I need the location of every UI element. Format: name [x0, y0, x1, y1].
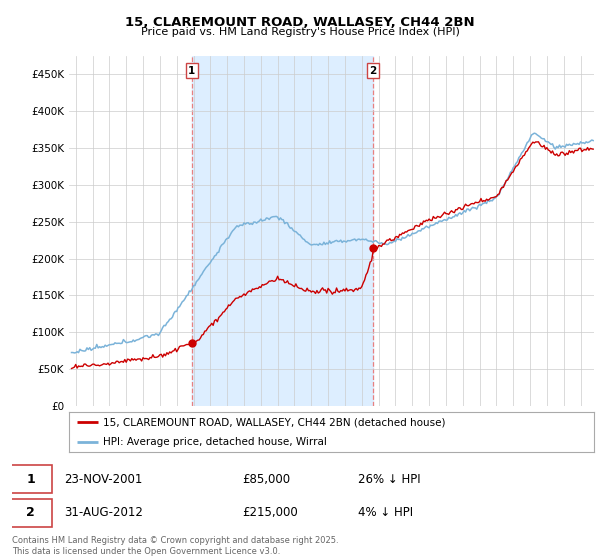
Text: Price paid vs. HM Land Registry's House Price Index (HPI): Price paid vs. HM Land Registry's House …	[140, 27, 460, 37]
Text: 15, CLAREMOUNT ROAD, WALLASEY, CH44 2BN (detached house): 15, CLAREMOUNT ROAD, WALLASEY, CH44 2BN …	[103, 417, 446, 427]
Text: Contains HM Land Registry data © Crown copyright and database right 2025.
This d: Contains HM Land Registry data © Crown c…	[12, 536, 338, 556]
Text: £215,000: £215,000	[242, 506, 298, 520]
Text: 2: 2	[370, 66, 377, 76]
FancyBboxPatch shape	[9, 465, 52, 493]
Text: £85,000: £85,000	[242, 473, 290, 486]
FancyBboxPatch shape	[9, 499, 52, 527]
Text: 26% ↓ HPI: 26% ↓ HPI	[358, 473, 420, 486]
Text: 15, CLAREMOUNT ROAD, WALLASEY, CH44 2BN: 15, CLAREMOUNT ROAD, WALLASEY, CH44 2BN	[125, 16, 475, 29]
Text: 1: 1	[188, 66, 196, 76]
Text: 4% ↓ HPI: 4% ↓ HPI	[358, 506, 413, 520]
Text: 2: 2	[26, 506, 35, 520]
Text: 23-NOV-2001: 23-NOV-2001	[64, 473, 142, 486]
Text: HPI: Average price, detached house, Wirral: HPI: Average price, detached house, Wirr…	[103, 437, 327, 447]
Bar	[192, 56, 373, 406]
Text: 1: 1	[26, 473, 35, 486]
Text: 31-AUG-2012: 31-AUG-2012	[64, 506, 143, 520]
